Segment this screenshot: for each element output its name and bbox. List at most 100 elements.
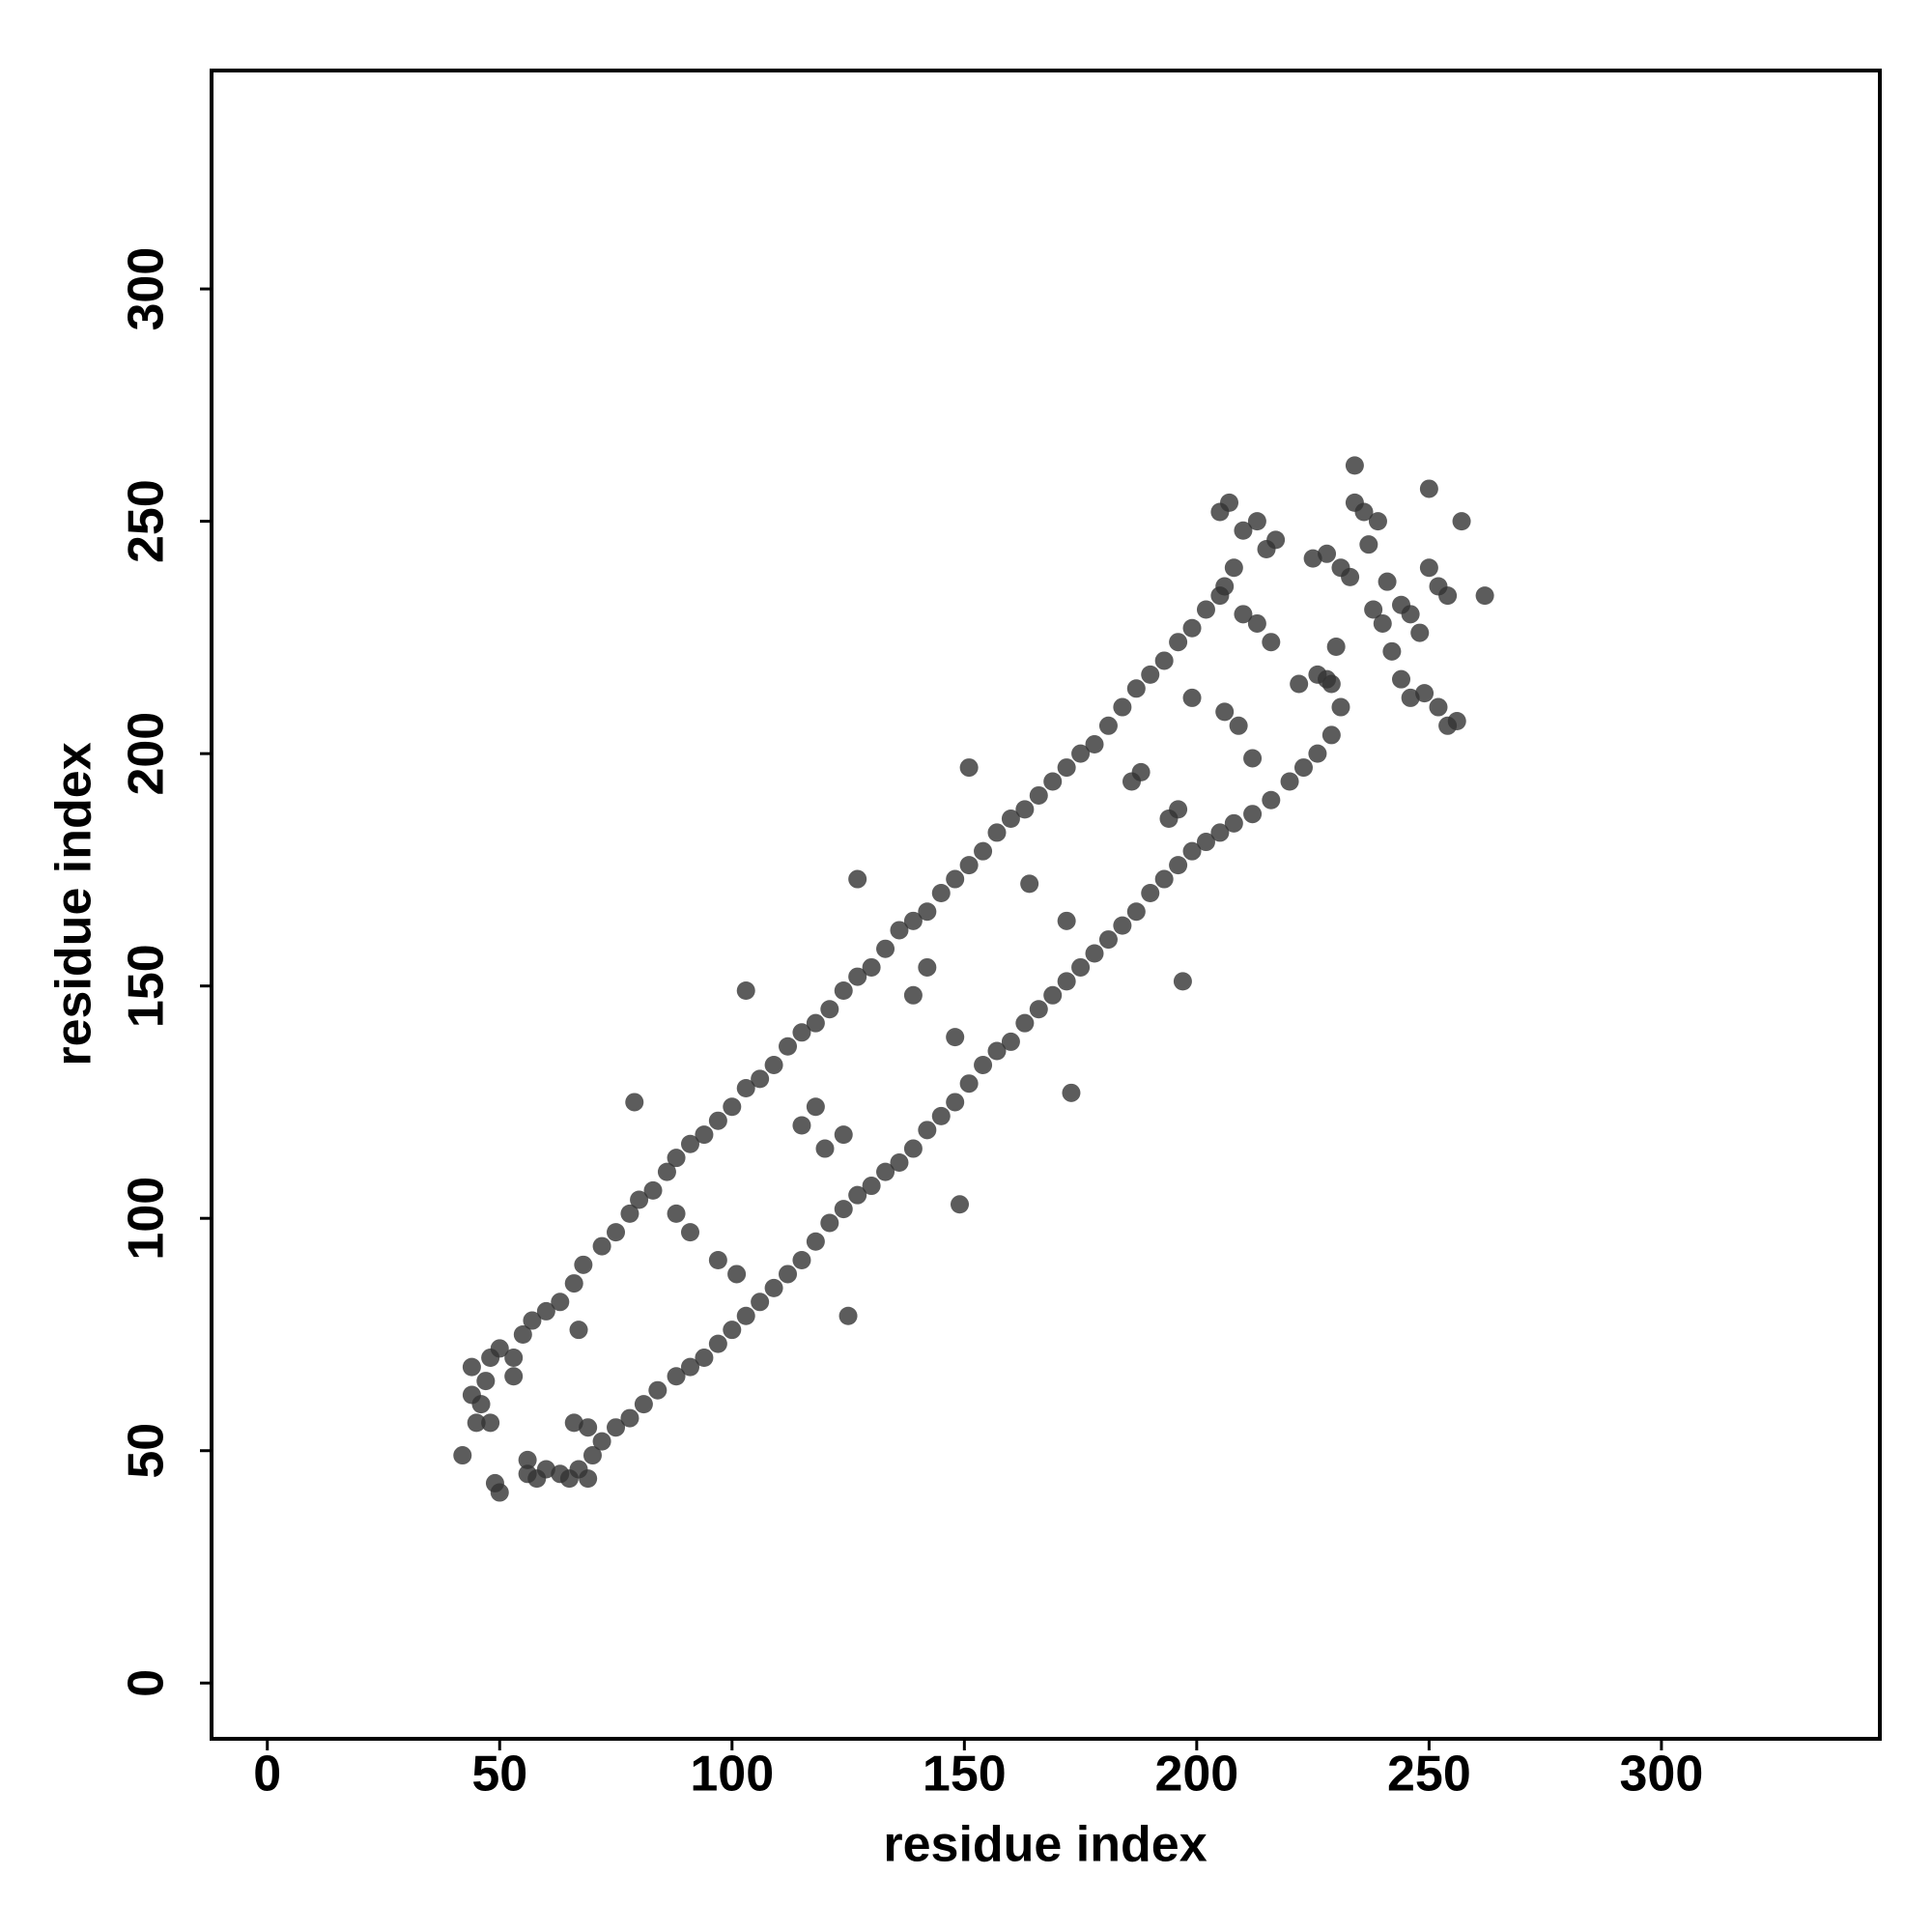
point: [680, 1223, 699, 1242]
point: [1345, 456, 1364, 475]
point: [1182, 618, 1202, 638]
point: [523, 1311, 542, 1330]
point: [1401, 688, 1420, 707]
point: [667, 1367, 686, 1386]
point: [764, 1278, 783, 1297]
point: [1419, 558, 1438, 578]
point: [820, 1213, 839, 1233]
point: [806, 1097, 825, 1117]
point: [1015, 800, 1035, 819]
point: [1419, 479, 1438, 498]
point: [630, 1190, 649, 1209]
point: [1224, 558, 1243, 578]
point: [876, 1162, 895, 1181]
point: [504, 1349, 524, 1368]
point: [848, 1185, 867, 1205]
point: [1475, 586, 1494, 606]
point: [1085, 944, 1104, 963]
point: [848, 869, 867, 889]
point: [592, 1432, 611, 1451]
point: [959, 1074, 979, 1094]
point: [1308, 744, 1327, 763]
point: [1098, 930, 1118, 950]
x-axis-label: residue index: [883, 1817, 1207, 1873]
point: [1220, 493, 1239, 512]
point: [708, 1334, 727, 1353]
point: [476, 1372, 496, 1391]
point: [1224, 813, 1243, 833]
point: [1196, 600, 1215, 619]
point: [1229, 716, 1248, 735]
point: [736, 1306, 755, 1325]
plot-frame: [210, 69, 1882, 1741]
y-tick-label: 0: [119, 1669, 175, 1697]
point: [1015, 1013, 1035, 1033]
point: [1029, 1000, 1048, 1019]
point: [1020, 874, 1039, 894]
point: [1303, 549, 1322, 568]
point: [579, 1418, 598, 1437]
point: [648, 1380, 668, 1400]
point: [931, 1106, 951, 1125]
point: [462, 1357, 481, 1377]
point: [625, 1093, 644, 1112]
point: [1447, 711, 1466, 730]
point: [806, 1232, 825, 1251]
point: [1247, 613, 1266, 633]
y-tick-label: 300: [119, 247, 175, 331]
point: [1141, 665, 1160, 684]
point: [643, 1180, 663, 1200]
point: [680, 1357, 699, 1377]
point: [974, 1055, 993, 1074]
point: [1262, 790, 1281, 810]
point: [1359, 535, 1378, 554]
point: [862, 1177, 881, 1196]
point: [1062, 1083, 1081, 1102]
point: [862, 957, 881, 977]
x-tick-label: 150: [923, 1747, 1007, 1803]
point: [876, 939, 895, 958]
point: [1452, 512, 1471, 531]
point: [727, 1264, 747, 1284]
point: [1318, 669, 1337, 689]
point: [946, 1093, 965, 1112]
point: [820, 1000, 839, 1019]
point: [918, 1121, 937, 1140]
point: [903, 911, 923, 930]
x-tick-label: 300: [1620, 1747, 1704, 1803]
point: [1373, 613, 1392, 633]
point: [723, 1321, 742, 1340]
point: [1401, 605, 1420, 624]
point: [536, 1460, 555, 1479]
point: [959, 758, 979, 778]
point: [792, 1116, 811, 1135]
point: [1182, 841, 1202, 861]
point: [1085, 735, 1104, 754]
point: [490, 1339, 509, 1358]
point: [471, 1395, 491, 1414]
point: [1354, 502, 1374, 522]
y-tick-label: 200: [119, 712, 175, 796]
point: [903, 1139, 923, 1158]
point: [1173, 972, 1192, 991]
point: [834, 1200, 853, 1219]
point: [536, 1301, 555, 1321]
point: [890, 921, 909, 940]
point: [931, 883, 951, 902]
point: [1293, 758, 1313, 778]
point: [634, 1395, 653, 1414]
point: [1001, 810, 1020, 829]
point: [987, 1041, 1007, 1061]
point: [736, 1079, 755, 1098]
point: [1071, 957, 1091, 977]
point: [620, 1408, 639, 1428]
point: [1341, 567, 1360, 586]
point: [620, 1204, 639, 1223]
point: [1057, 911, 1076, 930]
point: [779, 1037, 798, 1056]
point: [657, 1162, 676, 1181]
point: [1043, 772, 1063, 791]
point: [951, 1195, 970, 1214]
point: [1057, 972, 1076, 991]
